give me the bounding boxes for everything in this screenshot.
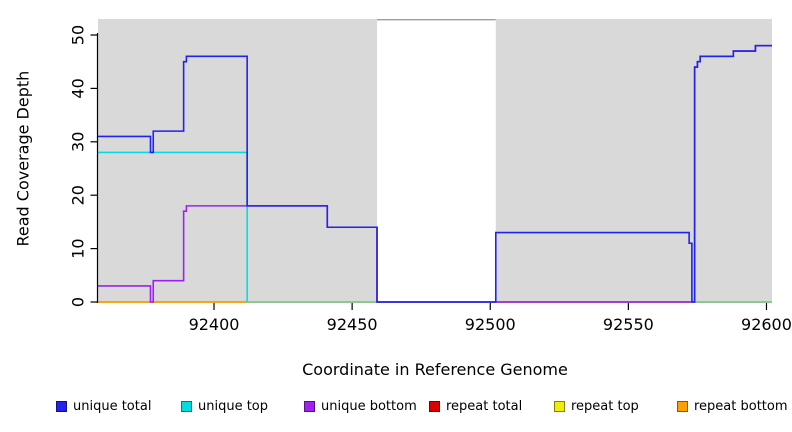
x-tick-label: 92450 <box>327 315 378 334</box>
legend-label: repeat bottom <box>694 399 788 414</box>
x-tick-label: 92600 <box>741 315 792 334</box>
legend-label: unique total <box>73 399 152 414</box>
y-tick-label: 40 <box>69 78 88 98</box>
y-tick-label: 20 <box>69 185 88 205</box>
legend: unique total unique top unique bottom re… <box>0 399 792 419</box>
x-tick-label: 92500 <box>465 315 516 334</box>
repeat-top-swatch-icon <box>554 401 565 412</box>
legend-item-repeat-total: repeat total <box>429 399 522 414</box>
y-tick-label: 0 <box>69 297 88 307</box>
legend-label: unique bottom <box>321 399 417 414</box>
legend-item-repeat-top: repeat top <box>554 399 639 414</box>
coverage-region <box>98 18 377 302</box>
coverage-region <box>495 18 772 302</box>
y-tick-label: 50 <box>69 25 88 45</box>
legend-item-unique-bottom: unique bottom <box>304 399 417 414</box>
x-tick-label: 92550 <box>603 315 654 334</box>
legend-item-unique-top: unique top <box>181 399 268 414</box>
repeat-bottom-swatch-icon <box>677 401 688 412</box>
unique-top-swatch-icon <box>181 401 192 412</box>
y-axis-title: Read Coverage Depth <box>13 70 33 247</box>
legend-label: unique top <box>198 399 269 414</box>
repeat-total-swatch-icon <box>429 401 440 412</box>
y-tick-label: 30 <box>69 132 88 152</box>
legend-label: repeat total <box>446 399 523 414</box>
x-tick-label: 92400 <box>189 315 240 334</box>
legend-label: repeat top <box>571 399 639 414</box>
series-unique-total <box>98 44 772 303</box>
x-axis-title: Coordinate in Reference Genome <box>302 360 568 379</box>
unique-bottom-swatch-icon <box>304 401 315 412</box>
legend-item-unique-total: unique total <box>56 399 151 414</box>
y-tick-label: 10 <box>69 238 88 258</box>
legend-item-repeat-bottom: repeat bottom <box>677 399 788 414</box>
unique-total-swatch-icon <box>56 401 67 412</box>
